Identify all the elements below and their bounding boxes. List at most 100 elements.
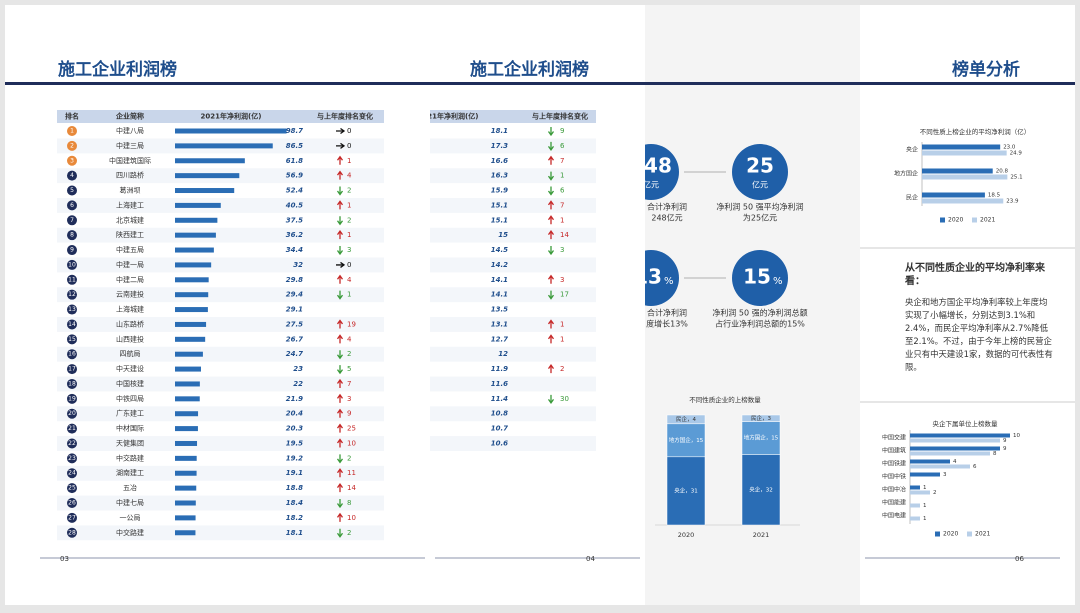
rank: 14 [68, 321, 76, 328]
profit: 17.3 [491, 142, 508, 150]
stat-value: 248 [630, 154, 672, 178]
rank-change: 1 [347, 291, 351, 299]
rank-badge [67, 245, 77, 256]
stack-segment [666, 456, 706, 526]
profit: 19.1 [286, 469, 303, 477]
company: 云南建投 [116, 290, 144, 299]
profit-bar [175, 321, 207, 327]
page-title: 榜单分析 [952, 59, 1020, 80]
profit: 40.5 [286, 201, 303, 209]
page-middle [430, 5, 645, 605]
rank-change: 8 [347, 499, 351, 507]
rank-change: 4 [347, 335, 352, 343]
row-shade [430, 406, 596, 422]
value-label: 20.8 [996, 169, 1009, 175]
profit-bar [175, 158, 245, 164]
stat-circle [732, 144, 788, 200]
y-tick-label: 中国铁建 [882, 460, 906, 468]
trend-arrow [336, 142, 346, 149]
profit: 15.9 [491, 187, 508, 195]
stat-unit: 亿元 [752, 180, 768, 190]
profit: 61.8 [286, 157, 303, 165]
profit: 24.7 [286, 350, 303, 358]
profit: 29.4 [286, 291, 303, 299]
trend-arrow [336, 438, 344, 448]
stat-caption: 合计净利润 [647, 308, 687, 318]
chart-title: 不同性质上榜企业的平均净利润（亿） [920, 127, 1031, 136]
rank-badge [67, 468, 77, 479]
rank-change: 1 [560, 320, 564, 328]
company: 湖南建工 [116, 468, 144, 477]
row-shade [430, 287, 596, 303]
trend-arrow [336, 170, 344, 180]
profit: 20.4 [286, 410, 303, 418]
stat-value: 25 [746, 154, 774, 178]
trend-arrow [336, 261, 346, 268]
profit: 14.1 [491, 276, 508, 284]
value-label: 3 [943, 472, 947, 478]
trend-arrow [547, 200, 555, 210]
profit-bar [175, 351, 203, 357]
bar [910, 503, 920, 508]
trend-arrow [547, 127, 555, 137]
bar [910, 485, 920, 490]
profit-bar [175, 530, 196, 536]
page-number: 03 [60, 555, 69, 563]
trend-arrow [547, 215, 555, 225]
rank-change: 14 [560, 231, 569, 239]
rank-badge [67, 289, 77, 300]
profit: 86.5 [286, 142, 303, 150]
rank-change: 9 [347, 410, 351, 418]
rank-badge [67, 185, 77, 196]
profit: 98.7 [286, 127, 303, 135]
profit: 13.1 [491, 320, 508, 328]
company: 葛洲坝 [120, 186, 141, 195]
rank-badge [67, 319, 77, 330]
rank-change: 2 [347, 350, 351, 358]
profit: 32 [293, 261, 303, 269]
trend-arrow [336, 378, 344, 388]
company: 天健集团 [116, 438, 144, 447]
rank-badge [67, 200, 77, 211]
stack-segment [666, 423, 706, 458]
y-tick-label: 民企 [906, 194, 918, 202]
row-shade [57, 376, 384, 392]
stat-caption: 合计净利润 [647, 202, 687, 212]
rank-badge [67, 408, 77, 419]
rank: 19 [68, 395, 76, 402]
segment-label: 央企，31 [674, 486, 698, 494]
profit: 29.8 [286, 276, 303, 284]
table-header-cell: 2021年净利润(亿) [418, 112, 479, 121]
rank-change: 7 [560, 157, 564, 165]
trend-arrow [547, 141, 555, 151]
analysis-heading: 从不同性质企业的平均净利率来看： [905, 263, 1045, 287]
company: 四川路桥 [116, 171, 144, 180]
bar [910, 490, 930, 495]
row-shade [57, 287, 384, 303]
segment-label: 地方国企，15 [744, 434, 779, 442]
table-header [57, 110, 384, 123]
rank-change: 6 [560, 142, 565, 150]
row-shade [57, 465, 384, 481]
profit: 11.4 [491, 395, 508, 403]
stack-segment [741, 414, 781, 422]
rank: 8 [70, 232, 74, 239]
bar [910, 446, 1000, 451]
profit-bar [175, 202, 221, 208]
company: 中建一局 [116, 260, 144, 269]
analysis: 从不同性质企业的平均净利率来看： 央企和地方国企平均净利率较上年度均实现了小幅增… [905, 262, 1053, 374]
trend-arrow [336, 365, 344, 375]
rank-change: 2 [347, 216, 351, 224]
rank-change: 6 [560, 187, 565, 195]
row-shade [430, 138, 596, 154]
row-shade [57, 495, 384, 511]
legend-label: 2021 [975, 531, 990, 538]
rank: 22 [68, 440, 76, 447]
trend-arrow [336, 483, 344, 493]
profit-bar [175, 515, 196, 521]
profit: 10.8 [491, 410, 508, 418]
segment-label: 民企，3 [751, 414, 772, 422]
profit: 21.9 [286, 395, 303, 403]
table-header-cell: 与上年度排名变化 [532, 112, 588, 121]
rank-change: 4 [347, 276, 352, 284]
